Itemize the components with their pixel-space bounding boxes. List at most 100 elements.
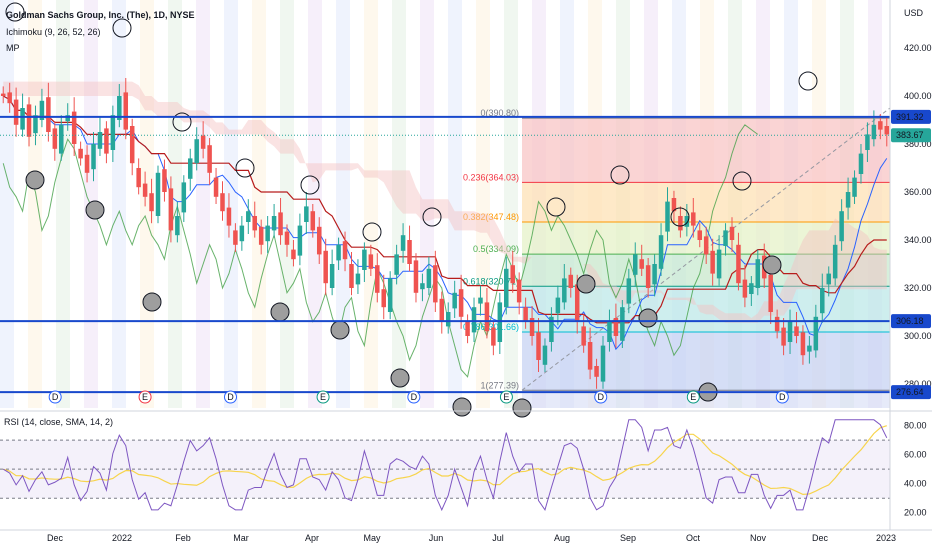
candle-body bbox=[329, 264, 335, 288]
bg-stripe bbox=[504, 0, 518, 408]
bg-stripe bbox=[308, 0, 322, 408]
bg-stripe bbox=[364, 0, 378, 408]
marker-circle bbox=[638, 308, 658, 328]
candle-body bbox=[13, 99, 19, 125]
time-tick-label: Oct bbox=[686, 533, 701, 543]
time-tick-label: Dec bbox=[47, 533, 64, 543]
price-tick-label: 420.00 bbox=[904, 43, 932, 53]
candle-body bbox=[607, 321, 612, 342]
candle-body bbox=[665, 201, 670, 232]
marker-circle bbox=[546, 197, 566, 217]
price-label-text: 391.32 bbox=[896, 112, 924, 122]
candle-body bbox=[684, 216, 690, 227]
candle-body bbox=[155, 172, 161, 216]
candle-body bbox=[349, 264, 354, 288]
marker-circle bbox=[300, 175, 320, 195]
time-axis: Dec 2022 Feb Mar Apr May Jun Jul Aug Sep Oct Nov Dec… bbox=[0, 529, 932, 543]
candle-body bbox=[820, 288, 825, 314]
event-marker bbox=[775, 390, 789, 404]
candle-body bbox=[555, 297, 561, 314]
time-tick-label: 2023 bbox=[876, 533, 896, 543]
candle-body bbox=[123, 92, 129, 130]
candle-body bbox=[484, 302, 490, 332]
candle-body bbox=[884, 126, 890, 135]
price-label-text: 306.18 bbox=[896, 316, 924, 326]
marker-circle bbox=[422, 207, 442, 227]
price-tick-label: 300.00 bbox=[904, 331, 932, 341]
marker-circle bbox=[172, 112, 192, 132]
candle-body bbox=[632, 254, 638, 275]
candle-body bbox=[84, 154, 90, 173]
bg-stripe bbox=[420, 0, 434, 408]
event-marker bbox=[224, 390, 238, 404]
candle-body bbox=[471, 307, 477, 333]
candle-body bbox=[652, 264, 657, 285]
marker-circle bbox=[142, 292, 162, 312]
price-axis: USD 280.00 300.00 320.00 340.00 360.00 380.00 4… bbox=[889, 0, 932, 530]
candle-body bbox=[710, 250, 715, 274]
mp-legend[interactable]: MP bbox=[6, 43, 20, 53]
rsi-line bbox=[2, 419, 888, 512]
bg-stripe bbox=[28, 0, 42, 408]
candle-body bbox=[536, 332, 541, 360]
marker-circle bbox=[112, 18, 132, 38]
candle-body bbox=[697, 230, 703, 240]
candle-body bbox=[691, 212, 696, 226]
candle-body bbox=[620, 307, 625, 341]
candle-body bbox=[194, 139, 199, 164]
candle-body bbox=[852, 177, 857, 197]
event-label: E bbox=[690, 392, 696, 402]
event-marker bbox=[686, 390, 700, 404]
candle-body bbox=[207, 145, 212, 173]
candle-body bbox=[504, 268, 509, 308]
marker-circle bbox=[270, 302, 290, 322]
candle-body bbox=[110, 115, 116, 150]
candle-body bbox=[162, 169, 167, 192]
price-label-box bbox=[891, 314, 931, 329]
marker-circle bbox=[512, 398, 532, 418]
rsi-legend[interactable]: RSI (14, close, SMA, 14, 2) bbox=[4, 417, 114, 427]
candle-body bbox=[420, 283, 425, 290]
rsi-tick-label: 60.00 bbox=[904, 450, 927, 460]
candle-body bbox=[387, 278, 393, 312]
rsi-tick-label: 40.00 bbox=[904, 479, 927, 489]
candle-body bbox=[181, 182, 187, 213]
candle-body bbox=[252, 216, 258, 231]
rsi-ma-line bbox=[3, 425, 887, 496]
rsi-tick-label: 20.00 bbox=[904, 508, 927, 518]
chikou-line bbox=[2, 124, 759, 378]
candle-body bbox=[736, 244, 741, 284]
fib-zone bbox=[522, 182, 890, 223]
candle-body bbox=[426, 268, 432, 288]
candle-body bbox=[284, 231, 290, 245]
candle-body bbox=[297, 225, 303, 256]
bg-stripe bbox=[224, 0, 238, 408]
currency-label: USD bbox=[904, 8, 924, 18]
candle-body bbox=[813, 316, 819, 351]
candle-body bbox=[478, 297, 483, 304]
candle-body bbox=[239, 225, 245, 242]
bg-stripe bbox=[56, 0, 70, 408]
marker-circle bbox=[235, 158, 255, 178]
candle-body bbox=[226, 207, 232, 226]
candle-body bbox=[149, 193, 154, 212]
candle-body bbox=[871, 124, 877, 140]
candle-body bbox=[807, 345, 812, 352]
candle-body bbox=[304, 206, 309, 222]
marker-circle bbox=[362, 222, 382, 242]
candle-body bbox=[213, 177, 219, 197]
candle-body bbox=[529, 318, 535, 336]
price-label-box bbox=[891, 385, 931, 400]
ichimoku-legend[interactable]: Ichimoku (9, 26, 52, 26) bbox=[6, 27, 101, 37]
marker-circle bbox=[762, 255, 782, 275]
bg-stripe bbox=[476, 0, 490, 408]
time-tick-label: Aug bbox=[554, 533, 570, 543]
candle-body bbox=[39, 100, 45, 120]
time-tick-label: Jul bbox=[492, 533, 504, 543]
candle-body bbox=[639, 259, 644, 269]
candle-body bbox=[71, 111, 77, 144]
fib-level-label: 1(277.39) bbox=[480, 380, 519, 390]
candle-body bbox=[142, 183, 148, 197]
candle-body bbox=[742, 279, 748, 298]
